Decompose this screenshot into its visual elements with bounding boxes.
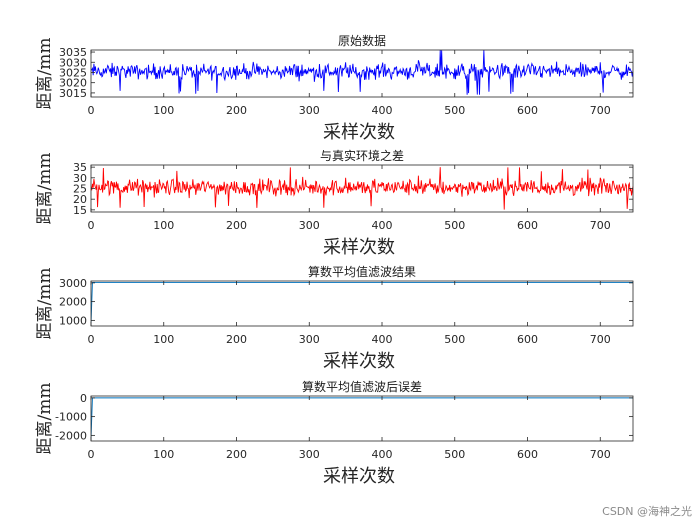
y-tick-label: 3030 — [59, 56, 87, 69]
x-tick-label: 600 — [517, 104, 538, 117]
y-tick-label: 3000 — [59, 277, 87, 290]
x-axis-label: 采样次数 — [323, 351, 395, 372]
y-axis-label: 距离/mm — [35, 383, 55, 455]
x-tick-label: 100 — [153, 104, 174, 117]
y-axis-label: 距离/mm — [35, 153, 55, 225]
x-tick-label: 300 — [299, 448, 320, 461]
y-tick-label: 2000 — [59, 296, 87, 309]
chart-panel-3: 算数平均值滤波结果 0 100 200 300 400 500 600 700 1000 2000 3… — [35, 264, 634, 372]
x-tick-label: 700 — [590, 333, 611, 346]
x-tick-label: 100 — [153, 219, 174, 232]
axes-frame — [90, 49, 634, 98]
y-tick-label: 3035 — [59, 46, 87, 59]
x-tick-label: 0 — [88, 333, 95, 346]
series-line-1 — [91, 281, 633, 325]
chart-panel-4: 算数平均值滤波后误差 0 100 200 300 400 500 600 700 -2000 -10… — [35, 379, 634, 487]
x-tick-label: 700 — [590, 219, 611, 232]
x-tick-label: 700 — [590, 448, 611, 461]
x-tick-label: 300 — [299, 104, 320, 117]
y-axis-label: 距离/mm — [35, 38, 55, 110]
x-tick-label: 400 — [372, 219, 393, 232]
x-tick-label: 200 — [226, 104, 247, 117]
y-tick-label: 30 — [73, 172, 87, 185]
x-tick-label: 200 — [226, 448, 247, 461]
x-tick-label: 0 — [88, 104, 95, 117]
y-tick-label: -1000 — [55, 411, 87, 424]
y-tick-label: 25 — [73, 183, 87, 196]
watermark: CSDN @海神之光 — [602, 505, 692, 518]
chart-title: 与真实环境之差 — [320, 148, 404, 163]
y-tick-label: 0 — [80, 392, 87, 405]
x-tick-label: 0 — [88, 219, 95, 232]
axes-frame — [90, 280, 634, 327]
series-line-1 — [91, 50, 633, 95]
x-tick-label: 500 — [444, 104, 465, 117]
y-tick-label: 3025 — [59, 66, 87, 79]
x-tick-label: 0 — [88, 448, 95, 461]
y-tick-label: 1000 — [59, 314, 87, 327]
x-axis-label: 采样次数 — [323, 466, 395, 487]
x-axis-label: 采样次数 — [323, 237, 395, 258]
x-axis-label: 采样次数 — [323, 122, 395, 143]
series-line-1 — [91, 397, 633, 440]
x-tick-label: 400 — [372, 104, 393, 117]
x-tick-label: 200 — [226, 333, 247, 346]
y-tick-label: 3020 — [59, 77, 87, 90]
y-tick-label: 3015 — [59, 87, 87, 100]
chart-title: 算数平均值滤波结果 — [308, 264, 416, 279]
x-tick-label: 300 — [299, 333, 320, 346]
x-tick-label: 600 — [517, 448, 538, 461]
x-tick-label: 300 — [299, 219, 320, 232]
x-tick-label: 500 — [444, 219, 465, 232]
x-tick-label: 600 — [517, 333, 538, 346]
x-tick-label: 200 — [226, 219, 247, 232]
chart-title: 算数平均值滤波后误差 — [302, 379, 422, 394]
x-tick-label: 100 — [153, 448, 174, 461]
x-tick-label: 600 — [517, 219, 538, 232]
axes-frame — [90, 395, 634, 442]
y-tick-label: -2000 — [55, 429, 87, 442]
y-tick-label: 15 — [73, 204, 87, 217]
x-tick-label: 400 — [372, 448, 393, 461]
y-tick-label: 35 — [73, 161, 87, 174]
chart-title: 原始数据 — [338, 33, 386, 48]
x-tick-label: 700 — [590, 104, 611, 117]
x-tick-label: 400 — [372, 333, 393, 346]
x-tick-label: 500 — [444, 448, 465, 461]
y-axis-label: 距离/mm — [35, 268, 55, 340]
series-line-1 — [91, 167, 633, 210]
x-tick-label: 100 — [153, 333, 174, 346]
y-tick-label: 20 — [73, 193, 87, 206]
x-tick-label: 500 — [444, 333, 465, 346]
